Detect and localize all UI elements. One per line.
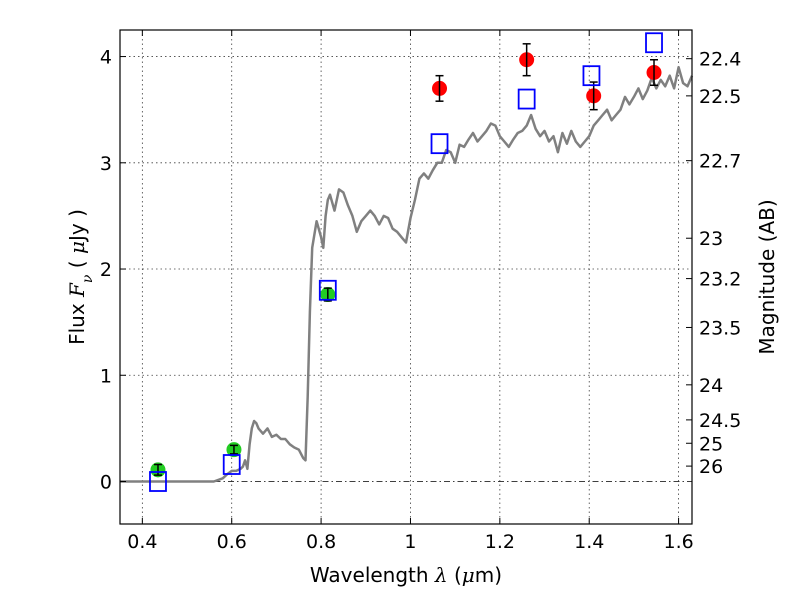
series-layer: [120, 32, 694, 492]
y2-tick-label: 24: [699, 375, 723, 397]
model-photometry-square: [645, 32, 663, 54]
x-tick-label: 1.4: [574, 531, 604, 553]
y2-tick-label: 22.4: [699, 49, 741, 71]
model-photometry-square: [222, 454, 241, 475]
y-axis-label: Flux Fν ( μJy ): [65, 209, 96, 345]
y2-tick-label: 23.5: [699, 317, 741, 339]
tick-layer: [120, 30, 692, 524]
y2-tick-label: 22.5: [699, 86, 741, 108]
model-photometry-square: [430, 133, 449, 155]
plot-frame: [119, 29, 693, 525]
y2-tick-label: 25: [699, 433, 723, 455]
x-tick-label: 1: [404, 531, 416, 553]
x-tick-label: 0.6: [217, 531, 247, 553]
y-tick-label: 3: [100, 153, 112, 175]
model-photometry-square: [318, 279, 337, 301]
y-tick-label: 2: [100, 259, 112, 281]
model-photometry-square: [149, 471, 167, 492]
x-tick-label: 1.6: [663, 531, 693, 553]
y-tick-label: 0: [100, 472, 112, 494]
y2-tick-label: 22.7: [699, 151, 741, 173]
y-tick-label: 4: [100, 47, 112, 69]
y2-axis-label: Magnitude (AB): [755, 199, 779, 354]
model-photometry-square: [582, 65, 601, 87]
grid-layer: [120, 30, 692, 524]
x-axis-label: Wavelength λ (μm): [310, 563, 502, 587]
x-tick-label: 0.8: [306, 531, 336, 553]
y2-tick-label: 23.2: [699, 269, 741, 291]
y2-tick-label: 26: [699, 456, 723, 478]
x-tick-label: 1.2: [485, 531, 515, 553]
y-tick-label: 1: [100, 365, 112, 387]
model-spectrum-line: [120, 65, 694, 483]
model-photometry-square: [517, 88, 536, 110]
y2-tick-label: 24.5: [699, 410, 741, 432]
y2-tick-label: 23: [699, 228, 723, 250]
x-tick-label: 0.4: [127, 531, 157, 553]
